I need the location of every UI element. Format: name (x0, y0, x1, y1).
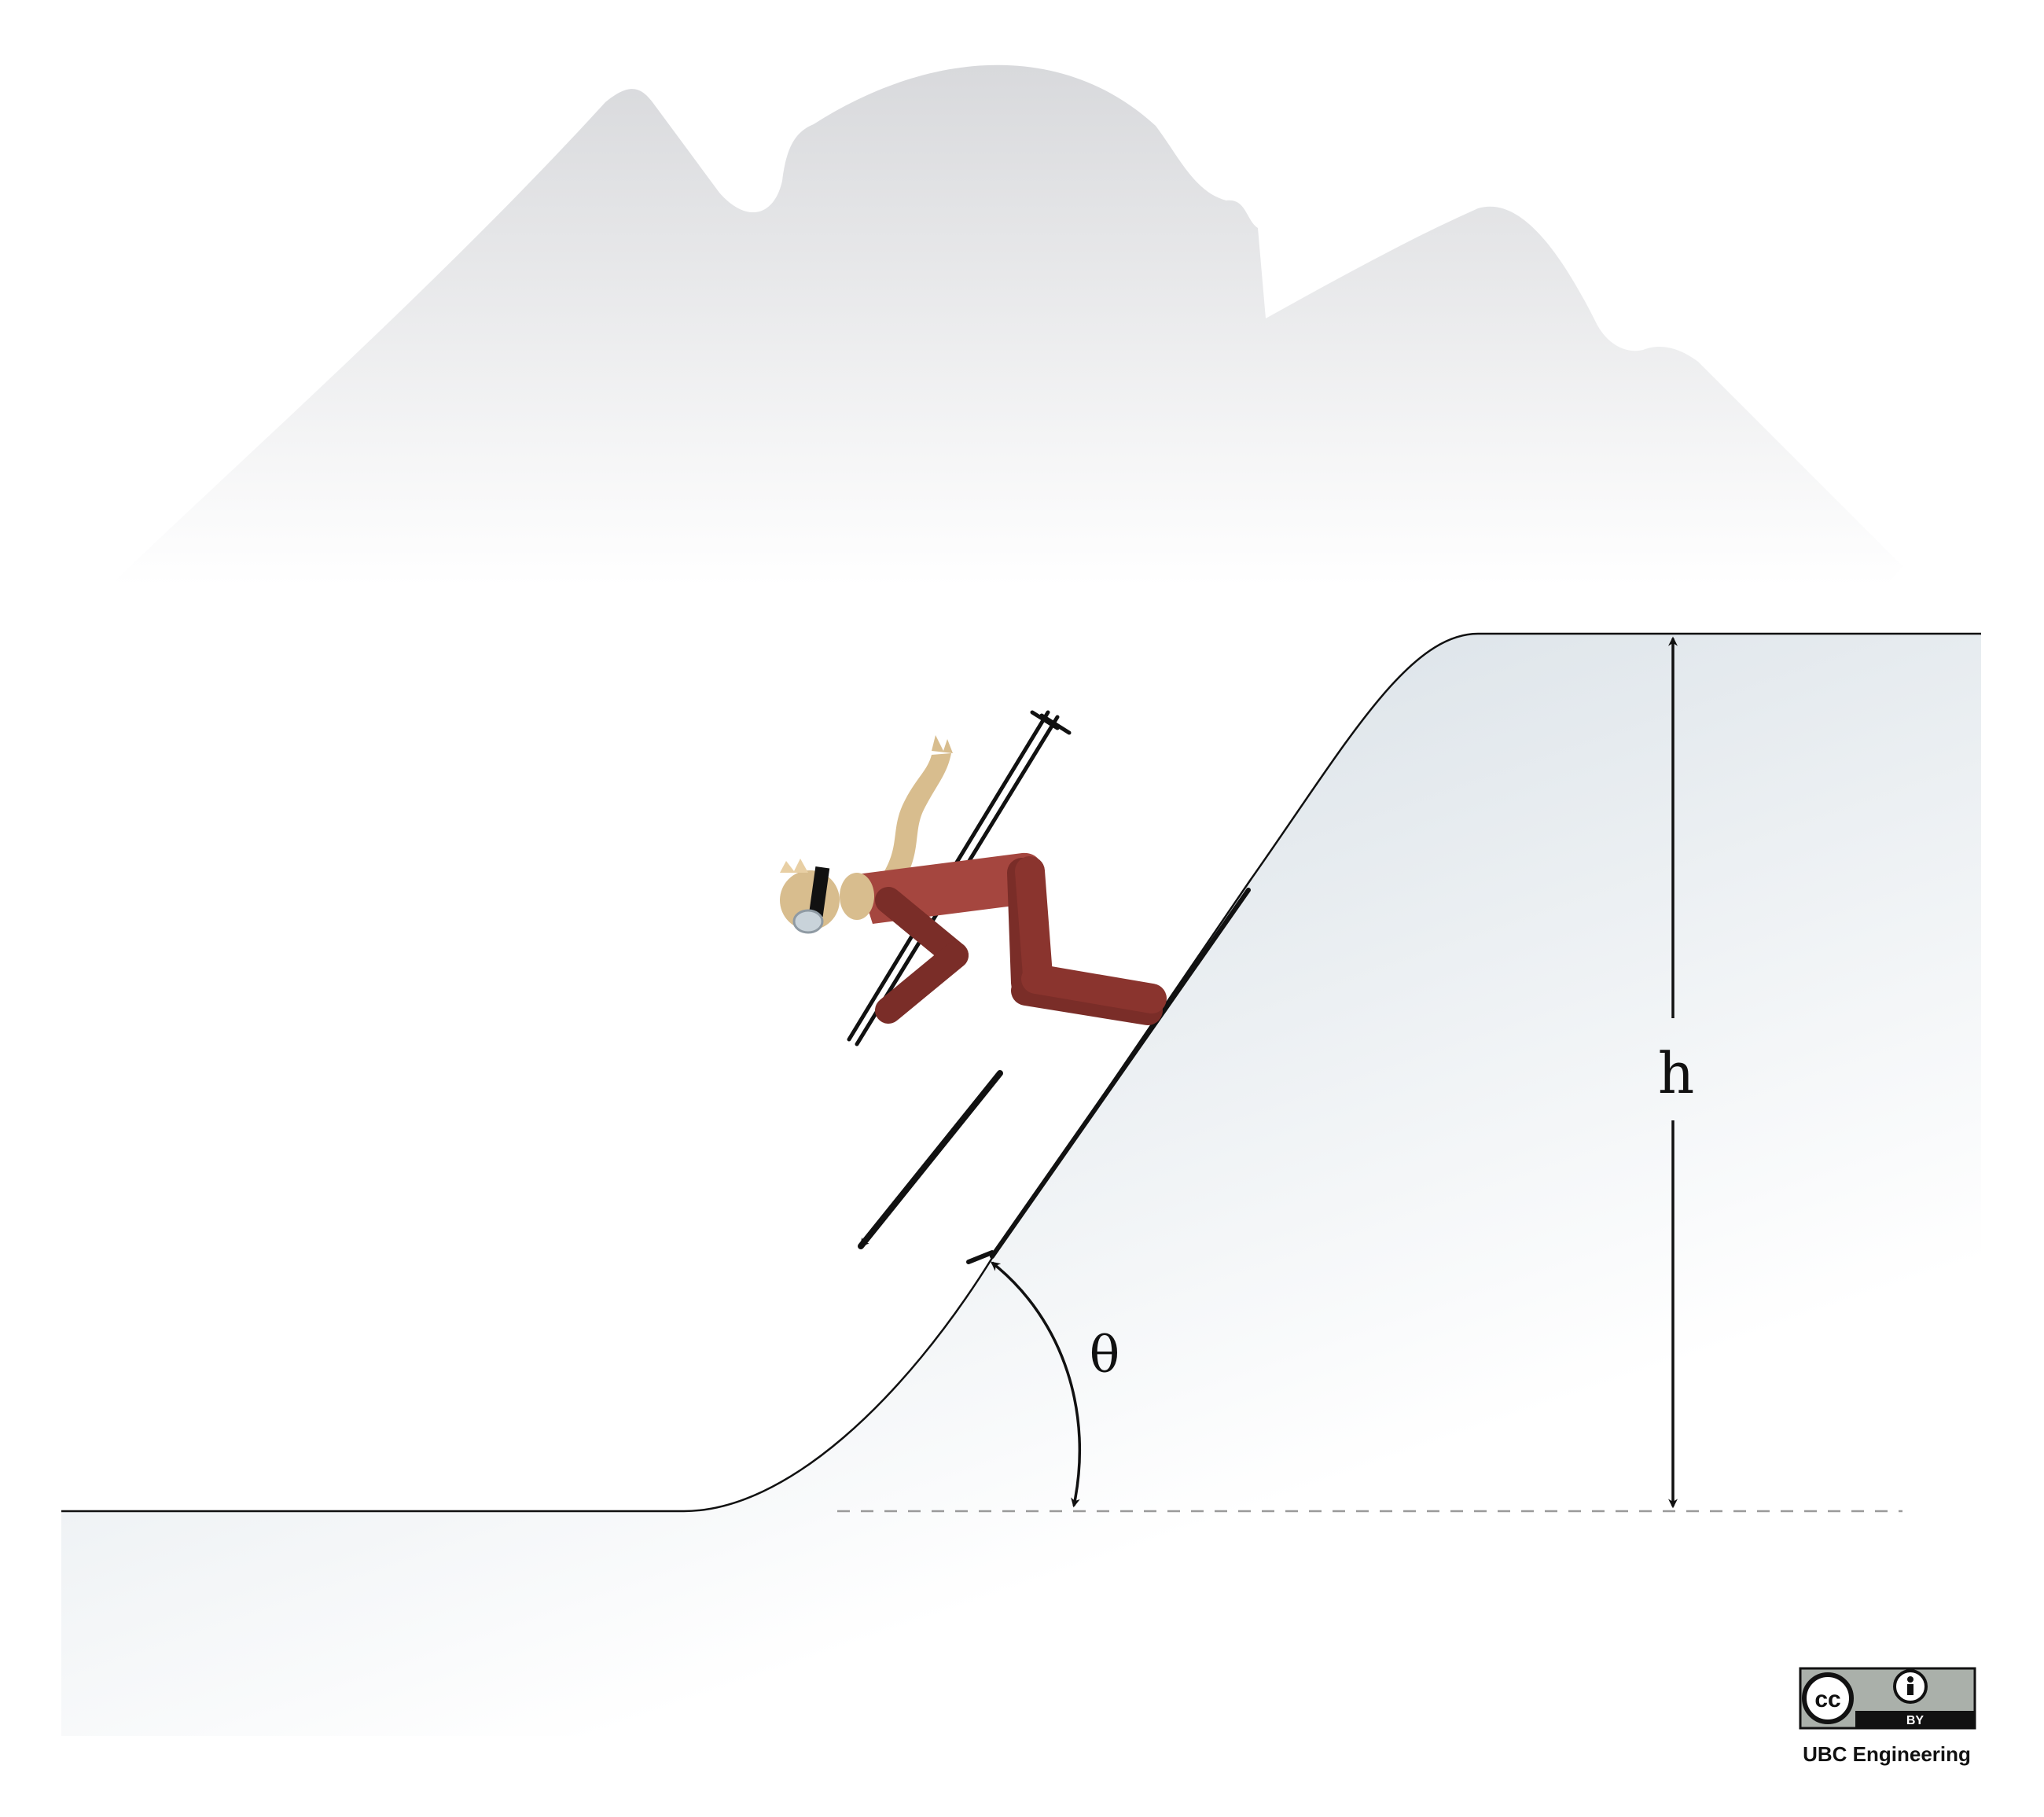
cc-badge-cc-text: cc (1814, 1686, 1840, 1712)
license-badge: cc BY (1799, 1667, 1976, 1730)
ski-pole-grip-front (1030, 710, 1060, 730)
hat-pompom (780, 859, 808, 873)
scarf-fringe (932, 735, 953, 753)
motion-arrow (858, 1070, 1003, 1249)
height-label: h (1658, 1040, 1694, 1106)
hill-fill (61, 634, 1981, 1736)
skier-forearm (875, 942, 969, 1024)
skier-shin-front (1021, 964, 1167, 1013)
creative-commons-icon (1802, 1672, 1854, 1724)
angle-arc (991, 1261, 1082, 1508)
incline-surface-line (990, 888, 1251, 1259)
ski-pole-grip-back (1039, 713, 1072, 735)
skier-upper-arm (875, 887, 969, 969)
skier-figure (780, 710, 1167, 1046)
goggles-icon (808, 866, 830, 917)
skier-thigh-front (1015, 856, 1053, 990)
cc-badge-by-text: BY (1906, 1714, 1925, 1727)
scarf-wrap (840, 873, 874, 920)
incline-tick (966, 1250, 994, 1264)
credit-label: UBC Engineering (1803, 1742, 1971, 1766)
face-mask (792, 909, 824, 934)
cc-badge-by-bar (1855, 1711, 1975, 1728)
attribution-person-head (1907, 1676, 1913, 1683)
angle-label: θ (1090, 1326, 1120, 1385)
attribution-person-body (1907, 1684, 1913, 1695)
scarf (873, 753, 951, 892)
background-mountains (110, 64, 1902, 587)
